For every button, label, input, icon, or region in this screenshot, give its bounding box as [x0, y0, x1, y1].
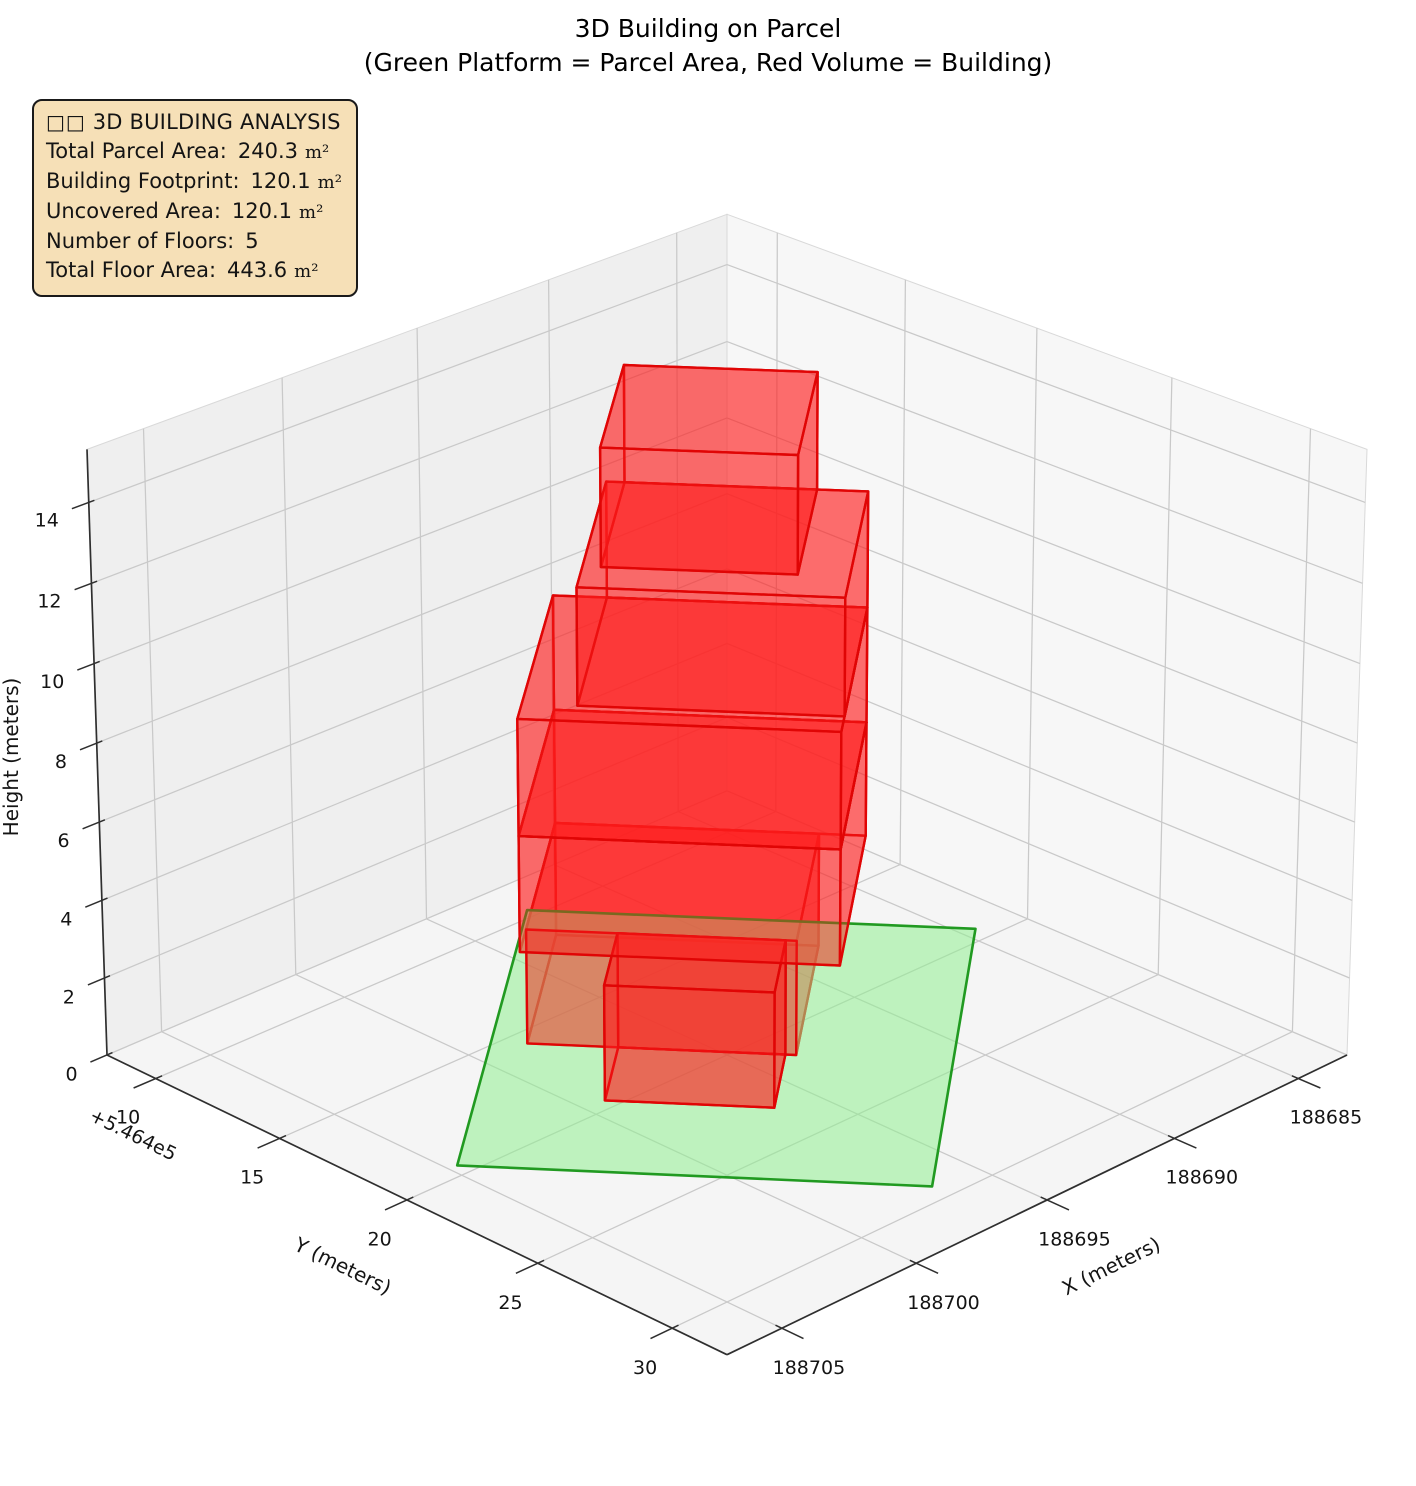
y-tick-label: 25: [498, 1292, 522, 1314]
parcel-surface: [455, 908, 977, 1188]
z-tick: [79, 740, 103, 751]
grid-line: [726, 417, 1361, 665]
y-tick-label: 10: [116, 1106, 140, 1128]
x-tick: [909, 1259, 939, 1274]
y-tick-label: 20: [368, 1228, 392, 1250]
z-tick: [82, 819, 106, 830]
z-tick: [90, 1051, 113, 1063]
building-face-floor-1-annex: [602, 984, 776, 1109]
info-row-total-floor-area: Total Floor Area: 443.6 m²: [46, 258, 319, 282]
y-tick: [384, 1196, 414, 1211]
z-tick-label: 10: [40, 671, 64, 693]
x-axis-spine: [726, 1054, 1348, 1356]
grid-line: [88, 264, 728, 503]
grid-line: [161, 1031, 783, 1329]
grid-line: [677, 811, 1299, 1080]
z-tick-label: 8: [55, 751, 67, 773]
grid-line: [142, 428, 163, 1032]
grid-line: [547, 279, 555, 865]
grid-line: [1026, 328, 1038, 919]
info-row-number-of-floors: Number of Floors: 5: [46, 229, 259, 253]
grid-line: [106, 790, 728, 1056]
grid-line: [726, 341, 1363, 584]
grid-line: [671, 1031, 1293, 1329]
y-tick: [133, 1075, 163, 1089]
chart-title-line2: (Green Platform = Parcel Area, Red Volum…: [363, 48, 1053, 77]
chart-title: 3D Building on Parcel (Green Platform = …: [0, 12, 1416, 80]
z-tick-label: 0: [66, 1064, 78, 1086]
x-tick: [1040, 1196, 1070, 1211]
z-tick-label: 12: [37, 591, 61, 613]
x-tick-label: 188690: [1166, 1167, 1239, 1189]
x-tick-label: 188705: [773, 1357, 846, 1379]
info-box-header-text: 3D BUILDING ANALYSIS: [92, 110, 341, 134]
info-row-total-parcel-area: Total Parcel Area: 240.3 m²: [46, 139, 330, 163]
x-tick-label: 188695: [1038, 1228, 1111, 1250]
z-tick-label: 6: [58, 830, 70, 852]
grid-line: [416, 328, 428, 919]
z-tick: [71, 499, 95, 510]
grid-line: [104, 716, 728, 979]
chart-title-line1: 3D Building on Parcel: [574, 14, 842, 43]
z-tick: [85, 897, 108, 908]
z-axis-spine: [86, 449, 108, 1056]
grid-line: [899, 279, 907, 865]
z-tick: [74, 580, 98, 591]
y-tick-label: 30: [633, 1357, 657, 1379]
z-tick-label: 2: [63, 986, 75, 1008]
grid-line: [155, 811, 777, 1080]
grid-line: [91, 341, 728, 584]
grid-line: [726, 264, 1366, 503]
grid-line: [99, 568, 728, 823]
z-axis-label: Height (meters): [0, 678, 23, 837]
z-tick: [87, 975, 111, 986]
grid-line: [281, 377, 297, 975]
info-row-building-footprint: Building Footprint: 120.1 m²: [46, 169, 342, 193]
x-tick-label: 188685: [1290, 1106, 1363, 1128]
x-tick: [1167, 1134, 1197, 1149]
grid-line: [775, 232, 778, 812]
y-tick-label: 15: [240, 1167, 264, 1189]
building-icon: □□: [46, 110, 86, 134]
z-tick-label: 4: [60, 909, 72, 931]
grid-line: [726, 568, 1355, 823]
grid-line: [96, 493, 728, 744]
x-tick-label: 188700: [907, 1292, 980, 1314]
grid-line: [726, 716, 1350, 979]
building-face-floor-3: [516, 717, 843, 851]
grid-line: [1157, 377, 1173, 975]
z-tick-label: 14: [35, 510, 59, 532]
y-tick: [650, 1324, 679, 1340]
y-axis-spine: [106, 1054, 728, 1356]
building-face-floor-5: [598, 363, 819, 457]
info-row-uncovered-area: Uncovered Area: 120.1 m²: [46, 199, 324, 223]
grid-line: [726, 493, 1358, 744]
info-box-rows: Total Parcel Area: 240.3 m² Building Footpr…: [46, 137, 342, 286]
x-tick: [775, 1324, 804, 1340]
building-face-floor-4: [575, 586, 847, 718]
x-tick: [1291, 1075, 1321, 1089]
grid-line: [726, 642, 1353, 901]
grid-line: [101, 642, 728, 901]
z-tick: [77, 660, 100, 671]
y-tick: [515, 1259, 545, 1274]
grid-line: [93, 417, 728, 665]
info-box-header: □□ 3D BUILDING ANALYSIS: [46, 108, 342, 137]
grid-line: [1291, 428, 1312, 1032]
building-face-floor-5: [598, 446, 800, 576]
analysis-info-box: □□ 3D BUILDING ANALYSIS Total Parcel Are…: [32, 99, 358, 297]
building-face-floor-2: [517, 834, 842, 967]
y-tick: [257, 1134, 287, 1149]
